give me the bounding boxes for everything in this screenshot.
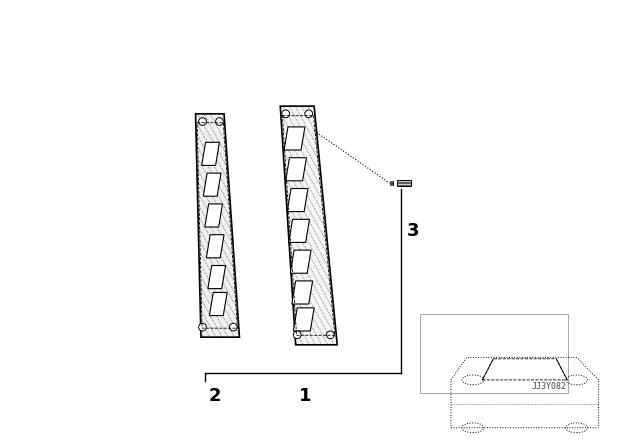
Polygon shape <box>208 266 225 289</box>
Polygon shape <box>202 142 220 165</box>
Polygon shape <box>284 127 305 150</box>
Circle shape <box>305 110 312 118</box>
Circle shape <box>198 323 206 331</box>
Polygon shape <box>204 173 221 196</box>
Polygon shape <box>280 106 337 345</box>
Polygon shape <box>397 180 411 186</box>
Circle shape <box>293 331 301 339</box>
Polygon shape <box>293 308 314 331</box>
Circle shape <box>282 110 289 118</box>
Text: 3: 3 <box>407 222 420 240</box>
Circle shape <box>216 118 223 125</box>
Polygon shape <box>285 158 307 181</box>
Circle shape <box>198 118 206 125</box>
Polygon shape <box>287 189 308 211</box>
Polygon shape <box>196 114 239 337</box>
Polygon shape <box>291 250 311 273</box>
Polygon shape <box>205 204 223 227</box>
Polygon shape <box>289 220 310 242</box>
Text: 1: 1 <box>299 387 311 405</box>
Polygon shape <box>209 293 227 315</box>
Circle shape <box>326 331 334 339</box>
Text: JJ3Y082: JJ3Y082 <box>532 382 566 391</box>
Polygon shape <box>292 281 312 304</box>
Circle shape <box>230 323 237 331</box>
Polygon shape <box>206 235 224 258</box>
Text: 2: 2 <box>209 387 221 405</box>
